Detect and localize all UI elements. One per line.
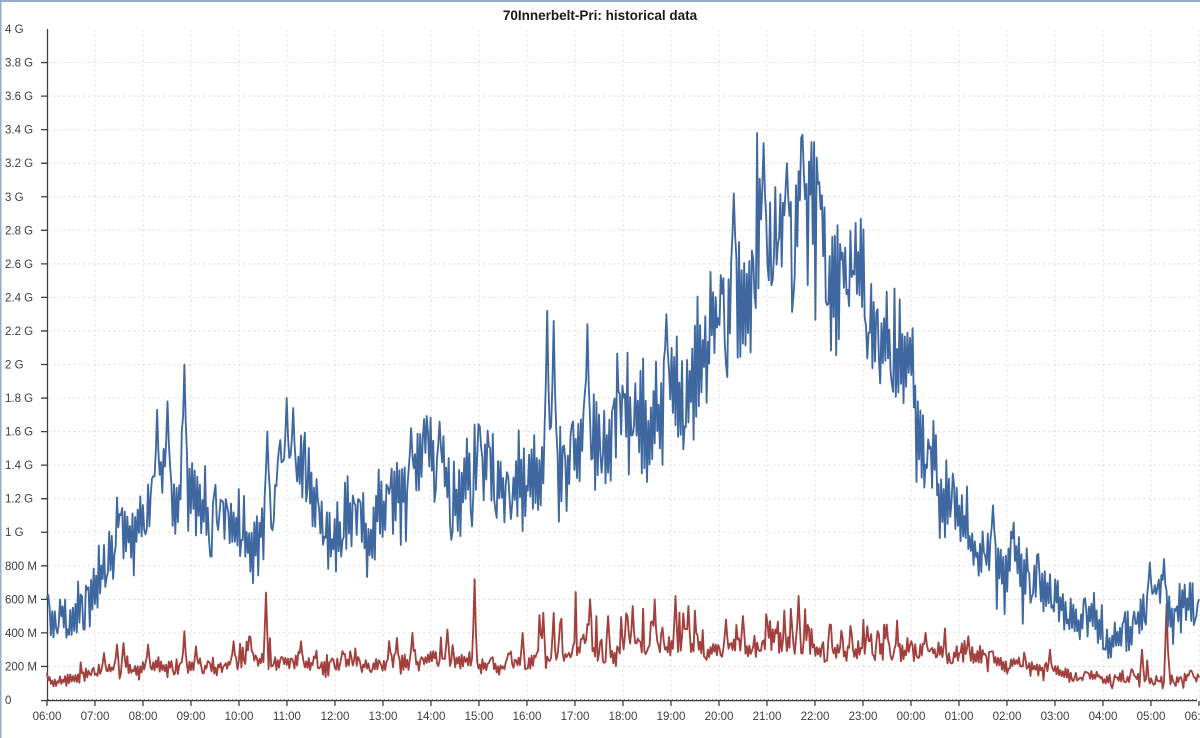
svg-text:22:00: 22:00: [801, 711, 830, 723]
svg-text:1.8 G: 1.8 G: [5, 393, 33, 405]
svg-text:16:00: 16:00: [513, 711, 542, 723]
svg-text:70Innerbelt-Pri: historical da: 70Innerbelt-Pri: historical data: [503, 8, 698, 23]
svg-text:3 G: 3 G: [5, 192, 24, 204]
svg-text:05:00: 05:00: [1137, 711, 1166, 723]
svg-text:4 G: 4 G: [5, 24, 24, 36]
svg-text:1 G: 1 G: [5, 527, 24, 539]
svg-text:3.4 G: 3.4 G: [5, 125, 33, 137]
svg-text:13:00: 13:00: [369, 711, 398, 723]
svg-text:14:00: 14:00: [417, 711, 446, 723]
svg-text:19:00: 19:00: [657, 711, 686, 723]
svg-text:12:00: 12:00: [321, 711, 350, 723]
svg-text:11:00: 11:00: [273, 711, 301, 723]
svg-text:07:00: 07:00: [81, 711, 110, 723]
svg-text:08:00: 08:00: [129, 711, 158, 723]
svg-text:600 M: 600 M: [5, 594, 37, 606]
svg-text:04:00: 04:00: [1089, 711, 1118, 723]
svg-text:2.4 G: 2.4 G: [5, 292, 33, 304]
svg-text:0: 0: [5, 695, 11, 707]
svg-text:03:00: 03:00: [1041, 711, 1070, 723]
svg-text:3.6 G: 3.6 G: [5, 91, 33, 103]
svg-text:10:00: 10:00: [225, 711, 254, 723]
svg-text:2.6 G: 2.6 G: [5, 259, 33, 271]
svg-text:20:00: 20:00: [705, 711, 734, 723]
svg-text:1.2 G: 1.2 G: [5, 494, 33, 506]
svg-text:3.2 G: 3.2 G: [5, 158, 33, 170]
svg-text:02:00: 02:00: [993, 711, 1022, 723]
svg-text:21:00: 21:00: [753, 711, 782, 723]
svg-text:1.4 G: 1.4 G: [5, 460, 33, 472]
svg-text:00:00: 00:00: [897, 711, 926, 723]
svg-text:06:00: 06:00: [1185, 711, 1200, 723]
svg-text:200 M: 200 M: [5, 662, 37, 674]
svg-text:2.2 G: 2.2 G: [5, 326, 33, 338]
svg-text:17:00: 17:00: [561, 711, 590, 723]
svg-text:15:00: 15:00: [465, 711, 494, 723]
svg-text:800 M: 800 M: [5, 561, 37, 573]
svg-text:2 G: 2 G: [5, 360, 24, 372]
svg-text:09:00: 09:00: [177, 711, 206, 723]
svg-text:23:00: 23:00: [849, 711, 878, 723]
svg-text:18:00: 18:00: [609, 711, 638, 723]
svg-text:3.8 G: 3.8 G: [5, 58, 33, 70]
svg-text:1.6 G: 1.6 G: [5, 427, 33, 439]
svg-text:2.8 G: 2.8 G: [5, 225, 33, 237]
svg-text:06:00: 06:00: [33, 711, 62, 723]
svg-text:400 M: 400 M: [5, 628, 37, 640]
svg-text:01:00: 01:00: [945, 711, 974, 723]
